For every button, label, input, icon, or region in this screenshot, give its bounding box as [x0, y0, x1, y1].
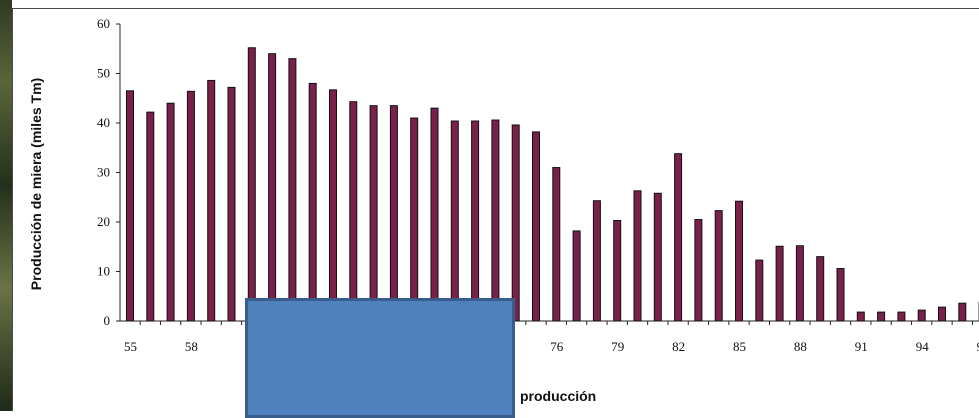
bar-80 — [634, 191, 641, 321]
x-axis-label: producción — [520, 388, 596, 404]
chart-bars — [127, 48, 979, 321]
bar-84 — [715, 211, 722, 321]
bar-95 — [939, 307, 946, 321]
bar-87 — [776, 246, 783, 321]
y-tick-label: 60 — [97, 16, 110, 31]
y-tick-label: 20 — [97, 214, 110, 229]
bar-59 — [208, 80, 215, 321]
bar-81 — [654, 193, 661, 321]
bar-74 — [512, 125, 519, 321]
x-tick-label: 58 — [185, 339, 198, 354]
bar-58 — [187, 91, 194, 321]
bar-79 — [614, 221, 621, 321]
bar-90 — [837, 269, 844, 321]
y-tick-label: 30 — [97, 165, 110, 180]
y-tick-label: 50 — [97, 66, 110, 81]
bar-94 — [918, 310, 925, 321]
bar-78 — [593, 201, 600, 321]
bar-67 — [370, 106, 377, 321]
y-axis-ticks: 0 10 20 30 40 50 60 — [97, 16, 120, 328]
x-tick-label: 91 — [855, 339, 868, 354]
y-axis-label: Producción de miera (miles Tm) — [28, 78, 44, 290]
bar-96 — [959, 303, 966, 321]
bar-55 — [127, 91, 134, 321]
bar-76 — [553, 168, 560, 321]
bar-66 — [350, 102, 357, 321]
bar-83 — [695, 220, 702, 321]
bar-93 — [898, 312, 905, 321]
bar-65 — [330, 90, 337, 321]
y-tick-label: 10 — [97, 264, 110, 279]
x-tick-label: 79 — [611, 339, 624, 354]
bar-70 — [431, 108, 438, 321]
y-tick-label: 0 — [104, 313, 111, 328]
bar-85 — [736, 201, 743, 321]
bar-71 — [451, 121, 458, 321]
bar-86 — [756, 260, 763, 321]
bar-61 — [248, 48, 255, 321]
x-tick-label: 76 — [550, 339, 564, 354]
bar-62 — [269, 54, 276, 321]
overlay-box — [245, 298, 515, 418]
x-tick-label: 85 — [733, 339, 746, 354]
bar-68 — [390, 106, 397, 321]
x-tick-label: 88 — [794, 339, 807, 354]
x-tick-label: 55 — [124, 339, 137, 354]
bar-63 — [289, 59, 296, 321]
bar-88 — [796, 246, 803, 321]
bar-60 — [228, 87, 235, 321]
bar-73 — [492, 120, 499, 321]
bar-64 — [309, 83, 316, 321]
bar-89 — [817, 257, 824, 321]
bar-77 — [573, 231, 580, 321]
bar-91 — [857, 312, 864, 321]
background-photo-strip — [0, 0, 12, 411]
bar-56 — [147, 112, 154, 321]
bar-72 — [472, 121, 479, 321]
bar-75 — [533, 132, 540, 321]
x-tick-label: 82 — [672, 339, 685, 354]
bar-69 — [411, 118, 418, 321]
bar-82 — [675, 154, 682, 321]
x-tick-label: 94 — [916, 339, 930, 354]
y-tick-label: 40 — [97, 115, 110, 130]
bar-57 — [167, 103, 174, 321]
bar-92 — [878, 312, 885, 321]
